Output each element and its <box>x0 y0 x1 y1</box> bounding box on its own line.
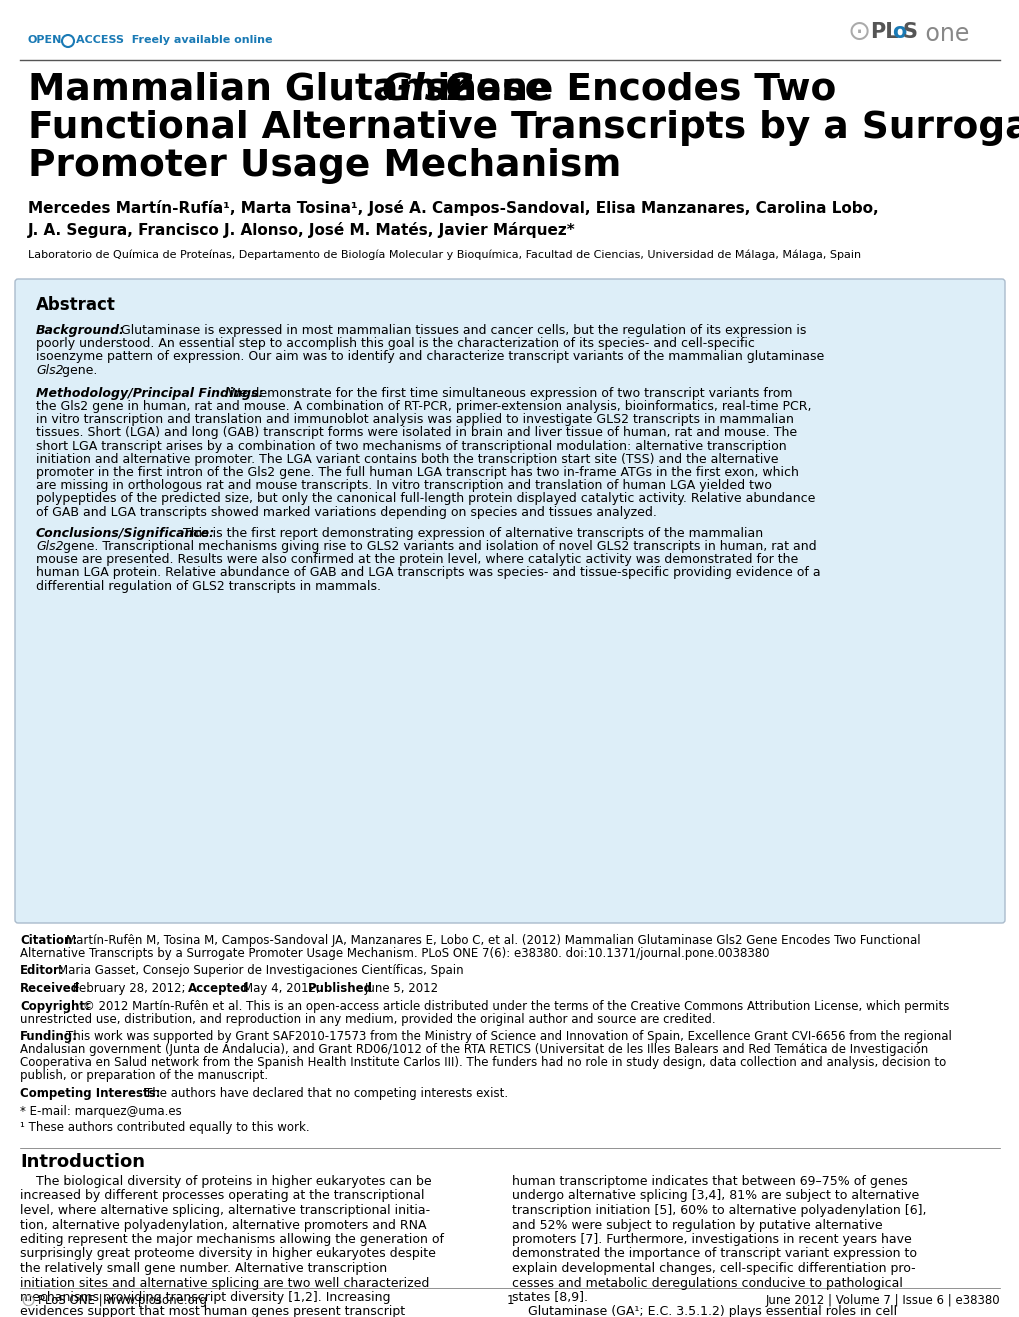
Text: Martín-Rufên M, Tosina M, Campos-Sandoval JA, Manzanares E, Lobo C, et al. (2012: Martín-Rufên M, Tosina M, Campos-Sandova… <box>66 934 920 947</box>
Text: February 28, 2012;: February 28, 2012; <box>73 982 185 996</box>
Text: isoenzyme pattern of expression. Our aim was to identify and characterize transc: isoenzyme pattern of expression. Our aim… <box>36 350 823 363</box>
Text: The authors have declared that no competing interests exist.: The authors have declared that no compet… <box>145 1087 507 1100</box>
Text: Mercedes Martín-Rufía¹, Marta Tosina¹, José A. Campos-Sandoval, Elisa Manzanares: Mercedes Martín-Rufía¹, Marta Tosina¹, J… <box>28 200 877 216</box>
Text: gene. Transcriptional mechanisms giving rise to GLS2 variants and isolation of n: gene. Transcriptional mechanisms giving … <box>59 540 816 553</box>
Text: The biological diversity of proteins in higher eukaryotes can be: The biological diversity of proteins in … <box>20 1175 431 1188</box>
Text: are missing in orthologous rat and mouse transcripts. In vitro transcription and: are missing in orthologous rat and mouse… <box>36 479 771 493</box>
Text: Funding:: Funding: <box>20 1030 77 1043</box>
Text: Cooperativa en Salud network from the Spanish Health Institute Carlos III). The : Cooperativa en Salud network from the Sp… <box>20 1056 946 1069</box>
Text: ⊙: ⊙ <box>847 18 870 46</box>
Text: promoter in the first intron of the Gls2 gene. The full human LGA transcript has: promoter in the first intron of the Gls2… <box>36 466 798 479</box>
Text: human transcriptome indicates that between 69–75% of genes: human transcriptome indicates that betwe… <box>512 1175 907 1188</box>
Text: Background:: Background: <box>36 324 125 337</box>
Text: the Gls2 gene in human, rat and mouse. A combination of RT-PCR, primer-extension: the Gls2 gene in human, rat and mouse. A… <box>36 400 811 414</box>
Text: ACCESS  Freely available online: ACCESS Freely available online <box>76 36 272 45</box>
Text: PLoS ONE | www.plosone.org: PLoS ONE | www.plosone.org <box>38 1295 207 1306</box>
Text: Methodology/Principal Findings:: Methodology/Principal Findings: <box>36 387 263 400</box>
Text: in vitro transcription and translation and immunoblot analysis was applied to in: in vitro transcription and translation a… <box>36 414 793 427</box>
Text: This work was supported by Grant SAF2010-17573 from the Ministry of Science and : This work was supported by Grant SAF2010… <box>66 1030 951 1043</box>
Text: initiation sites and alternative splicing are two well characterized: initiation sites and alternative splicin… <box>20 1276 429 1289</box>
Text: S: S <box>902 22 917 42</box>
Text: surprisingly great proteome diversity in higher eukaryotes despite: surprisingly great proteome diversity in… <box>20 1247 435 1260</box>
Text: publish, or preparation of the manuscript.: publish, or preparation of the manuscrip… <box>20 1069 268 1083</box>
Text: Published: Published <box>308 982 373 996</box>
Text: * E-mail: marquez@uma.es: * E-mail: marquez@uma.es <box>20 1105 181 1118</box>
Text: editing represent the major mechanisms allowing the generation of: editing represent the major mechanisms a… <box>20 1233 443 1246</box>
Text: tion, alternative polyadenylation, alternative promoters and RNA: tion, alternative polyadenylation, alter… <box>20 1218 426 1231</box>
Text: level, where alternative splicing, alternative transcriptional initia-: level, where alternative splicing, alter… <box>20 1204 430 1217</box>
Text: gene.: gene. <box>58 363 97 377</box>
Text: of GAB and LGA transcripts showed marked variations depending on species and tis: of GAB and LGA transcripts showed marked… <box>36 506 656 519</box>
FancyBboxPatch shape <box>15 279 1004 923</box>
Text: differential regulation of GLS2 transcripts in mammals.: differential regulation of GLS2 transcri… <box>36 579 381 593</box>
Text: Editor:: Editor: <box>20 964 64 977</box>
Text: Citation:: Citation: <box>20 934 77 947</box>
Text: transcription initiation [5], 60% to alternative polyadenylation [6],: transcription initiation [5], 60% to alt… <box>512 1204 925 1217</box>
Text: Glutaminase is expressed in most mammalian tissues and cancer cells, but the reg: Glutaminase is expressed in most mammali… <box>121 324 806 337</box>
Text: and 52% were subject to regulation by putative alternative: and 52% were subject to regulation by pu… <box>512 1218 881 1231</box>
Text: Gls2: Gls2 <box>36 540 63 553</box>
Text: PL: PL <box>869 22 898 42</box>
Text: states [8,9].: states [8,9]. <box>512 1291 587 1304</box>
Text: Gls2: Gls2 <box>382 72 474 108</box>
Text: Glutaminase (GA¹; E.C. 3.5.1.2) plays essential roles in cell: Glutaminase (GA¹; E.C. 3.5.1.2) plays es… <box>512 1305 897 1317</box>
Text: cesses and metabolic deregulations conducive to pathological: cesses and metabolic deregulations condu… <box>512 1276 902 1289</box>
Text: Promoter Usage Mechanism: Promoter Usage Mechanism <box>28 148 621 184</box>
Text: Functional Alternative Transcripts by a Surrogate: Functional Alternative Transcripts by a … <box>28 111 1019 146</box>
Text: explain developmental changes, cell-specific differentiation pro-: explain developmental changes, cell-spec… <box>512 1262 915 1275</box>
Text: Introduction: Introduction <box>20 1152 145 1171</box>
Text: promoters [7]. Furthermore, investigations in recent years have: promoters [7]. Furthermore, investigatio… <box>512 1233 911 1246</box>
Text: Competing Interests:: Competing Interests: <box>20 1087 160 1100</box>
Text: short LGA transcript arises by a combination of two mechanisms of transcriptiona: short LGA transcript arises by a combina… <box>36 440 786 453</box>
Text: evidences support that most human genes present transcript: evidences support that most human genes … <box>20 1305 405 1317</box>
Text: initiation and alternative promoter. The LGA variant contains both the transcrip: initiation and alternative promoter. The… <box>36 453 777 466</box>
Text: undergo alternative splicing [3,4], 81% are subject to alternative: undergo alternative splicing [3,4], 81% … <box>512 1189 918 1202</box>
Text: ⊙: ⊙ <box>20 1292 35 1310</box>
Text: Laboratorio de Química de Proteínas, Departamento de Biología Molecular y Bioquí: Laboratorio de Química de Proteínas, Dep… <box>28 250 860 261</box>
Text: Gene Encodes Two: Gene Encodes Two <box>432 72 836 108</box>
Text: mouse are presented. Results were also confirmed at the protein level, where cat: mouse are presented. Results were also c… <box>36 553 798 566</box>
Text: Andalusian government (Junta de Andalucia), and Grant RD06/1012 of the RTA RETIC: Andalusian government (Junta de Andaluci… <box>20 1043 927 1056</box>
Text: o: o <box>892 22 906 42</box>
Text: OPEN: OPEN <box>28 36 62 45</box>
Text: increased by different processes operating at the transcriptional: increased by different processes operati… <box>20 1189 424 1202</box>
Text: Accepted: Accepted <box>187 982 250 996</box>
Text: This is the first report demonstrating expression of alternative transcripts of : This is the first report demonstrating e… <box>182 527 762 540</box>
Text: Alternative Transcripts by a Surrogate Promoter Usage Mechanism. PLoS ONE 7(6): : Alternative Transcripts by a Surrogate P… <box>20 947 768 960</box>
Text: the relatively small gene number. Alternative transcription: the relatively small gene number. Altern… <box>20 1262 387 1275</box>
Text: mechanisms providing transcript diversity [1,2]. Increasing: mechanisms providing transcript diversit… <box>20 1291 390 1304</box>
Text: Maria Gasset, Consejo Superior de Investigaciones Científicas, Spain: Maria Gasset, Consejo Superior de Invest… <box>58 964 464 977</box>
Text: unrestricted use, distribution, and reproduction in any medium, provided the ori: unrestricted use, distribution, and repr… <box>20 1013 715 1026</box>
Text: May 4, 2012;: May 4, 2012; <box>243 982 320 996</box>
Text: Gls2: Gls2 <box>36 363 63 377</box>
Text: Received: Received <box>20 982 81 996</box>
Text: one: one <box>917 22 968 46</box>
Text: 1: 1 <box>505 1295 514 1306</box>
Text: © 2012 Martín-Rufên et al. This is an open-access article distributed under the : © 2012 Martín-Rufên et al. This is an op… <box>83 1000 949 1013</box>
Text: June 2012 | Volume 7 | Issue 6 | e38380: June 2012 | Volume 7 | Issue 6 | e38380 <box>764 1295 999 1306</box>
Text: Conclusions/Significance:: Conclusions/Significance: <box>36 527 215 540</box>
Text: June 5, 2012: June 5, 2012 <box>365 982 439 996</box>
Text: We demonstrate for the first time simultaneous expression of two transcript vari: We demonstrate for the first time simult… <box>228 387 792 400</box>
Text: Copyright:: Copyright: <box>20 1000 90 1013</box>
Text: ¹ These authors contributed equally to this work.: ¹ These authors contributed equally to t… <box>20 1121 310 1134</box>
Text: human LGA protein. Relative abundance of GAB and LGA transcripts was species- an: human LGA protein. Relative abundance of… <box>36 566 820 579</box>
Text: Mammalian Glutaminase: Mammalian Glutaminase <box>28 72 562 108</box>
Text: demonstrated the importance of transcript variant expression to: demonstrated the importance of transcrip… <box>512 1247 916 1260</box>
Text: tissues. Short (LGA) and long (GAB) transcript forms were isolated in brain and : tissues. Short (LGA) and long (GAB) tran… <box>36 427 796 440</box>
Text: poorly understood. An essential step to accomplish this goal is the characteriza: poorly understood. An essential step to … <box>36 337 754 350</box>
Text: J. A. Segura, Francisco J. Alonso, José M. Matés, Javier Márquez*: J. A. Segura, Francisco J. Alonso, José … <box>28 223 575 238</box>
Text: Abstract: Abstract <box>36 296 116 313</box>
Text: polypeptides of the predicted size, but only the canonical full-length protein d: polypeptides of the predicted size, but … <box>36 493 814 506</box>
